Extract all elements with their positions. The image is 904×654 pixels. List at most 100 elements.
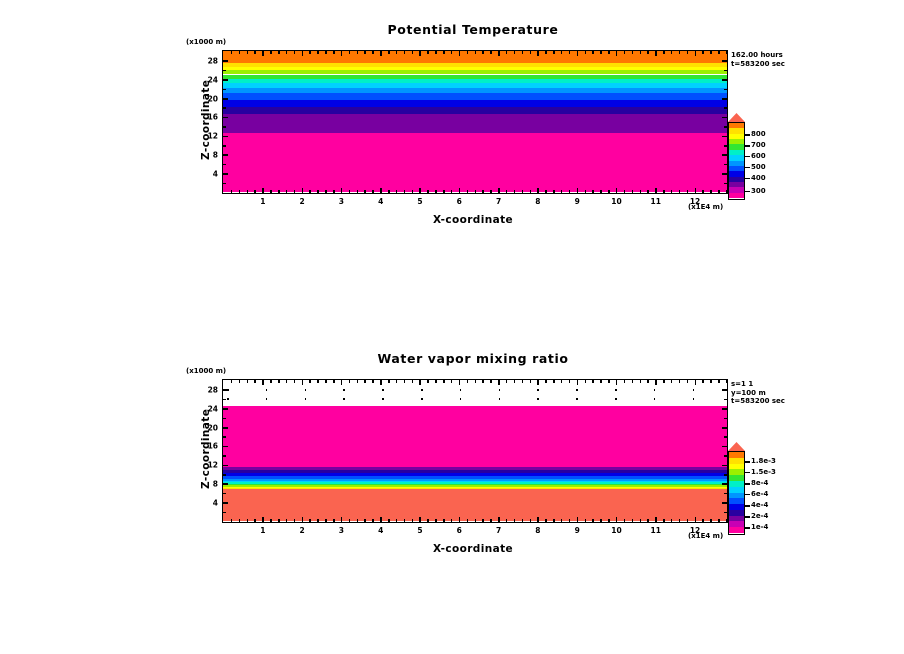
x-tick-minor — [655, 51, 657, 54]
y-tick-minor — [223, 163, 226, 166]
colorbar-segment — [729, 527, 744, 534]
x-tick-minor — [584, 190, 587, 193]
x-tick-minor — [482, 380, 484, 383]
grid-dot — [421, 389, 423, 391]
grid-dot — [421, 398, 423, 400]
x-tick-minor — [388, 190, 390, 193]
colorbar-segment — [729, 149, 744, 156]
x-tick-minor — [450, 190, 453, 193]
x-tick-minor — [317, 519, 319, 522]
grid-dot — [227, 398, 229, 400]
colorbar-tick — [745, 505, 750, 507]
x-tick-minor — [301, 51, 304, 54]
colorbar-label: 400 — [751, 173, 766, 182]
x-tick-minor — [694, 380, 697, 383]
grid-dot — [265, 389, 268, 391]
x-tick-minor — [372, 51, 374, 54]
x-tick-minor — [639, 190, 642, 193]
x-tick-minor — [553, 519, 555, 522]
y-tick-right — [722, 483, 727, 485]
contour-band — [223, 485, 727, 487]
x-tick-label: 8 — [535, 197, 541, 206]
colorbar-segment — [729, 187, 744, 194]
y-tick-right — [722, 98, 727, 100]
colorbar-label: 600 — [751, 151, 766, 160]
x-tick-minor — [718, 519, 720, 522]
y-tick-label: 8 — [212, 150, 218, 160]
x-tick-minor — [309, 519, 311, 522]
x-tick-minor — [623, 51, 626, 54]
x-tick-minor — [726, 190, 727, 193]
x-tick-minor — [380, 51, 382, 54]
x-tick-label: 7 — [495, 197, 502, 206]
x-tick-minor — [490, 519, 492, 522]
y-tick-label: 12 — [207, 131, 218, 141]
grid-dot — [459, 398, 462, 400]
x-tick-minor — [710, 380, 712, 383]
x-tick-minor — [600, 51, 602, 54]
annotation-line: 162.00 hours — [731, 51, 783, 59]
y-tick-minor — [223, 145, 226, 147]
y-tick-minor — [223, 455, 226, 457]
contour-band — [223, 486, 727, 489]
x-tick-minor — [623, 190, 626, 193]
x-tick-minor — [309, 190, 311, 193]
x-tick-minor — [388, 51, 390, 54]
x-tick-label: 3 — [338, 526, 344, 535]
colorbar — [728, 113, 745, 201]
colorbar-label: 2e-4 — [751, 512, 769, 521]
x-tick-minor — [678, 380, 681, 383]
x-tick-minor — [262, 380, 264, 383]
y-tick-right — [722, 79, 727, 81]
x-tick-minor — [262, 519, 264, 522]
grid-dot — [537, 389, 539, 391]
x-tick-minor — [246, 519, 249, 522]
colorbar-segment — [729, 475, 744, 482]
x-tick-minor — [490, 190, 492, 193]
grid-dot — [459, 389, 462, 391]
x-tick-minor — [411, 519, 414, 522]
colorbar-tick — [745, 190, 750, 193]
x-tick-minor — [293, 519, 296, 522]
x-tick-minor — [608, 519, 610, 522]
x-tick-minor — [333, 519, 335, 522]
x-tick-minor — [238, 190, 241, 193]
y-tick-minor — [724, 182, 727, 185]
x-tick-minor — [285, 190, 288, 193]
grid-dot — [382, 389, 384, 391]
x-axis-unit-caption: (x1E4 m) — [688, 203, 724, 211]
y-tick-label: 4 — [212, 498, 218, 508]
x-tick-minor — [411, 190, 414, 193]
x-tick-minor — [482, 51, 484, 54]
x-tick-minor — [615, 190, 618, 193]
x-tick-minor — [655, 380, 657, 383]
x-tick-minor — [513, 519, 516, 522]
x-tick-minor — [230, 519, 233, 522]
x-tick-minor — [639, 519, 642, 522]
colorbar-label: 8e-4 — [751, 479, 769, 488]
x-tick-minor — [317, 380, 319, 383]
x-tick-minor — [230, 51, 233, 54]
grid-dot — [343, 389, 345, 391]
annotation-line: t=583200 sec — [731, 59, 785, 68]
x-tick-minor — [450, 380, 453, 383]
x-tick-minor — [521, 190, 524, 193]
x-tick-minor — [505, 190, 508, 193]
y-tick-minor — [724, 455, 727, 457]
x-tick-label: 10 — [611, 526, 622, 535]
x-tick-minor — [584, 519, 587, 522]
x-tick-minor — [443, 380, 445, 383]
x-tick-minor — [364, 190, 366, 193]
x-tick-label: 8 — [535, 526, 541, 535]
x-tick-minor — [686, 51, 689, 54]
y-tick-label: 24 — [207, 404, 218, 414]
x-tick-minor — [278, 519, 280, 522]
x-tick-label: 1 — [260, 197, 266, 206]
x-tick-label: 7 — [495, 526, 502, 535]
y-tick-label: 28 — [207, 56, 218, 66]
plot-title: Water vapor mixing ratio — [377, 351, 569, 366]
x-tick-minor — [325, 519, 327, 522]
x-tick-minor — [270, 519, 272, 522]
contour-band — [223, 74, 727, 79]
y-tick-minor — [223, 107, 226, 109]
